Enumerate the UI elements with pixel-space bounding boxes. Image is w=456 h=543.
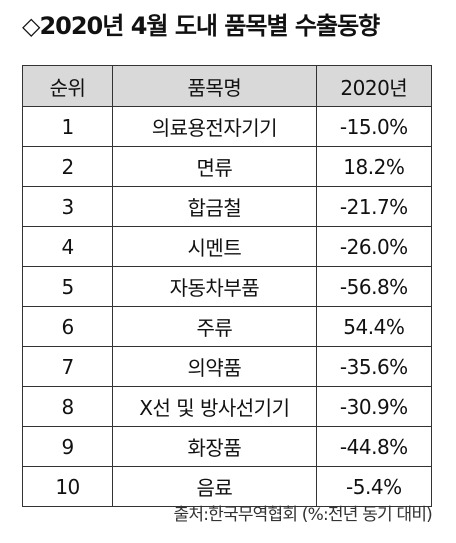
table-row: 9 화장품 -44.8%: [21, 426, 433, 467]
item-cell: 의약품: [112, 346, 317, 387]
item-cell: 의료용전자기기: [112, 106, 317, 147]
value-cell: -21.7%: [315, 186, 433, 227]
rank-cell: 8: [21, 386, 114, 427]
export-table: 순위 품목명 2020년 1 의료용전자기기 -15.0% 2 면류 18.2% 3 합금철 -…: [21, 65, 433, 507]
header-rank: 순위: [21, 65, 114, 107]
rank-cell: 10: [21, 466, 114, 507]
table-row: 10 음료 -5.4%: [21, 466, 433, 507]
table-row: 6 주류 54.4%: [21, 306, 433, 347]
source-note: 출처:한국무역협회 (%:전년 동기 대비): [173, 505, 433, 525]
table-row: 1 의료용전자기기 -15.0%: [21, 106, 433, 147]
item-cell: 시멘트: [112, 226, 317, 267]
rank-cell: 6: [21, 306, 114, 347]
table-row: 7 의약품 -35.6%: [21, 346, 433, 387]
page-title: ◇2020년 4월 도내 품목별 수출동향: [22, 12, 380, 40]
table-header-row: 순위 품목명 2020년: [21, 65, 433, 107]
value-cell: -15.0%: [315, 106, 433, 147]
header-value: 2020년: [315, 65, 433, 107]
rank-cell: 2: [21, 146, 114, 187]
header-item: 품목명: [112, 65, 317, 107]
value-cell: -26.0%: [315, 226, 433, 267]
table-row: 4 시멘트 -26.0%: [21, 226, 433, 267]
value-cell: -56.8%: [315, 266, 433, 307]
rank-cell: 9: [21, 426, 114, 467]
value-cell: 54.4%: [315, 306, 433, 347]
item-cell: 화장품: [112, 426, 317, 467]
table-row: 8 X선 및 방사선기기 -30.9%: [21, 386, 433, 427]
rank-cell: 7: [21, 346, 114, 387]
item-cell: X선 및 방사선기기: [112, 386, 317, 427]
item-cell: 면류: [112, 146, 317, 187]
item-cell: 음료: [112, 466, 317, 507]
item-cell: 자동차부품: [112, 266, 317, 307]
rank-cell: 4: [21, 226, 114, 267]
rank-cell: 3: [21, 186, 114, 227]
value-cell: -35.6%: [315, 346, 433, 387]
rank-cell: 1: [21, 106, 114, 147]
value-cell: -30.9%: [315, 386, 433, 427]
table-row: 3 합금철 -21.7%: [21, 186, 433, 227]
value-cell: -44.8%: [315, 426, 433, 467]
value-cell: 18.2%: [315, 146, 433, 187]
rank-cell: 5: [21, 266, 114, 307]
item-cell: 주류: [112, 306, 317, 347]
table-row: 5 자동차부품 -56.8%: [21, 266, 433, 307]
item-cell: 합금철: [112, 186, 317, 227]
value-cell: -5.4%: [315, 466, 433, 507]
table-row: 2 면류 18.2%: [21, 146, 433, 187]
